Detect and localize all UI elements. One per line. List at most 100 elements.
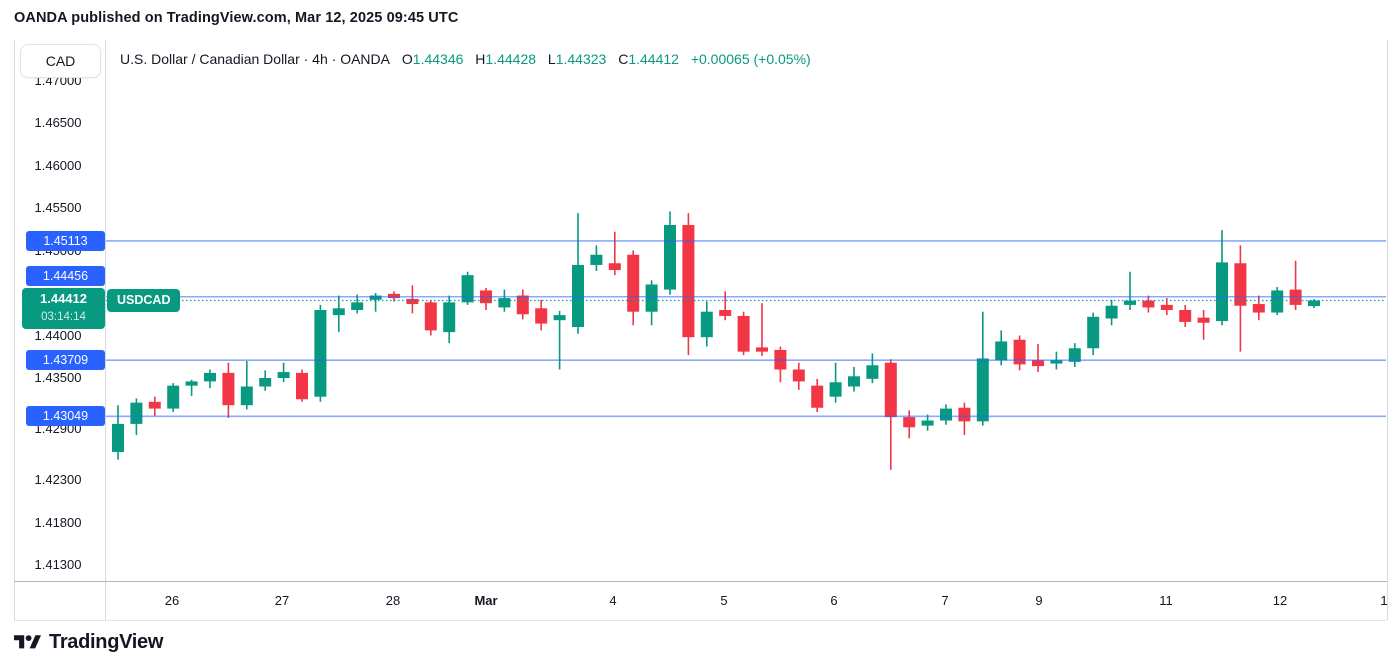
candle bbox=[369, 293, 382, 312]
candle bbox=[167, 383, 180, 412]
time-axis-label: 26 bbox=[164, 593, 180, 608]
candle bbox=[443, 295, 456, 344]
candle bbox=[940, 404, 952, 425]
candle bbox=[1160, 298, 1173, 316]
widget-bottom-border bbox=[14, 620, 1387, 621]
candle bbox=[1271, 287, 1284, 316]
time-axis-label: 4 bbox=[609, 593, 617, 608]
candle bbox=[240, 361, 253, 410]
time-axis-label: 28 bbox=[385, 593, 401, 608]
candle bbox=[1087, 312, 1100, 356]
current-price-badge: 1.44412 03:14:14 bbox=[22, 288, 105, 330]
time-axis-label: 5 bbox=[720, 593, 728, 608]
candle bbox=[314, 304, 327, 402]
candle bbox=[480, 287, 492, 310]
time-axis-label: 11 bbox=[1159, 593, 1173, 608]
current-price-value: 1.44412 bbox=[40, 291, 87, 307]
candle bbox=[185, 379, 198, 396]
price-axis-label: 1.46500 bbox=[34, 115, 82, 130]
candle bbox=[903, 410, 916, 439]
time-axis-separator bbox=[14, 581, 1387, 582]
candle bbox=[995, 330, 1008, 366]
low-value: 1.44323 bbox=[555, 51, 607, 67]
open-value: 1.44346 bbox=[412, 51, 464, 67]
candle bbox=[277, 362, 290, 383]
candle bbox=[516, 289, 529, 320]
price-axis-label: 1.41800 bbox=[34, 514, 82, 530]
candle bbox=[756, 303, 768, 356]
time-axis-label: 9 bbox=[1035, 593, 1043, 608]
price-axis-separator bbox=[105, 40, 106, 620]
symbol-button[interactable]: CAD bbox=[20, 44, 101, 78]
price-axis-label: 1.41300 bbox=[34, 557, 82, 572]
candle bbox=[664, 211, 676, 295]
price-line-badge: 1.43049 bbox=[26, 406, 105, 427]
candle bbox=[296, 369, 308, 402]
candle bbox=[958, 402, 971, 435]
candle bbox=[1216, 230, 1228, 326]
time-axis-label: 7 bbox=[941, 593, 949, 608]
candle bbox=[535, 299, 548, 331]
candle bbox=[774, 346, 787, 383]
candle bbox=[976, 311, 989, 426]
candle bbox=[1142, 295, 1155, 313]
time-axis-label: 6 bbox=[830, 593, 838, 608]
candle bbox=[148, 396, 161, 417]
candle bbox=[461, 271, 474, 305]
price-line-badge: 1.45113 bbox=[26, 230, 105, 251]
candle bbox=[1105, 299, 1118, 326]
symbol-legend: U.S. Dollar / Canadian Dollar · 4h · OAN… bbox=[120, 51, 811, 67]
price-axis-label: 1.43500 bbox=[34, 370, 82, 385]
widget-left-border bbox=[14, 40, 15, 620]
candle bbox=[921, 414, 934, 431]
change-value: +0.00065 (+0.05%) bbox=[690, 51, 811, 67]
candle bbox=[259, 370, 272, 391]
close-label: C bbox=[618, 51, 629, 67]
price-axis-label: 1.42300 bbox=[34, 472, 82, 487]
price-line-badge: 1.43709 bbox=[26, 350, 105, 371]
close-value: 1.44412 bbox=[628, 51, 679, 67]
candle bbox=[848, 366, 860, 392]
time-axis-label: 27 bbox=[274, 593, 290, 608]
price-axis-label: 1.44000 bbox=[34, 327, 82, 343]
candle bbox=[1013, 335, 1026, 371]
candle bbox=[884, 359, 897, 470]
candle bbox=[498, 289, 511, 312]
candle bbox=[1179, 304, 1192, 327]
time-axis-label: Mar bbox=[474, 593, 498, 608]
candle bbox=[204, 369, 216, 389]
candle bbox=[572, 213, 584, 334]
candle bbox=[1289, 260, 1302, 310]
candle bbox=[1068, 343, 1081, 367]
candle bbox=[1234, 245, 1247, 352]
high-value: 1.44428 bbox=[485, 51, 537, 67]
candle bbox=[811, 378, 824, 412]
candle bbox=[719, 291, 732, 321]
candle bbox=[737, 311, 750, 356]
widget-right-border bbox=[1387, 40, 1388, 620]
symbol-title[interactable]: U.S. Dollar / Canadian Dollar · 4h · OAN… bbox=[120, 51, 390, 67]
candle bbox=[332, 295, 345, 333]
candle bbox=[1197, 310, 1210, 340]
price-axis-label: 1.45500 bbox=[34, 200, 82, 215]
price-axis-label: 1.46000 bbox=[34, 157, 82, 173]
time-axis-label: 12 bbox=[1272, 593, 1288, 608]
tradingview-logo[interactable]: TradingView bbox=[14, 631, 163, 654]
candle bbox=[866, 353, 879, 384]
candle bbox=[351, 294, 364, 314]
candle bbox=[1124, 271, 1136, 310]
candle bbox=[682, 213, 695, 356]
price-line-badge: 1.44456 bbox=[26, 265, 105, 286]
candle bbox=[627, 250, 640, 326]
attribution-text: OANDA published on TradingView.com, Mar … bbox=[14, 10, 459, 26]
candle bbox=[1252, 295, 1265, 321]
low-label: L bbox=[547, 51, 556, 67]
symbol-price-tag: USDCAD bbox=[107, 289, 181, 313]
tradingview-logo-icon bbox=[14, 635, 41, 649]
candle bbox=[222, 362, 235, 418]
bar-countdown: 03:14:14 bbox=[41, 311, 86, 324]
candle bbox=[1308, 299, 1320, 309]
high-label: H bbox=[475, 51, 486, 67]
